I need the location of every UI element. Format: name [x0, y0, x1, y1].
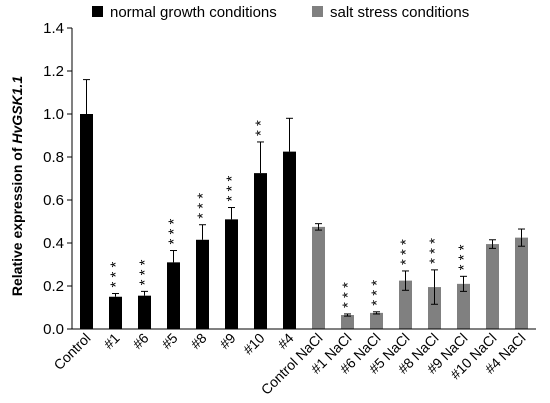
legend-label-1: normal growth conditions — [110, 4, 277, 21]
significance-label-6: * * * — [224, 176, 241, 202]
x-tick-label-6: #9 — [216, 330, 238, 352]
x-tick-label-8: #4 — [274, 330, 296, 352]
y-tick-label: 1.0 — [43, 106, 64, 123]
significance-label-11: * * * — [369, 280, 386, 306]
y-tick-label: 0.6 — [43, 192, 64, 209]
bars-group: * * * * * * * * * * * * * * * * * * * * * * * * … — [80, 79, 528, 329]
legend-swatch-1 — [92, 6, 103, 17]
bar-9 — [312, 226, 325, 329]
bar-12 — [399, 280, 412, 329]
bar-1 — [80, 114, 93, 329]
significance-label-4: * * * — [166, 219, 183, 245]
y-tick-label: 0.0 — [43, 321, 64, 338]
y-tick-label: 0.4 — [43, 235, 64, 252]
bar-15 — [486, 244, 499, 329]
bar-16 — [515, 237, 528, 329]
y-tick-label: 0.2 — [43, 278, 64, 295]
x-tick-label-4: #5 — [158, 330, 180, 352]
legend-swatch-2 — [312, 6, 323, 17]
bar-10 — [341, 315, 354, 329]
x-tick-label-3: #6 — [129, 330, 151, 352]
y-tick-label: 1.4 — [43, 20, 64, 37]
significance-label-14: * * * — [456, 244, 473, 270]
significance-label-5: * * * — [195, 193, 212, 219]
y-tick-label: 1.2 — [43, 63, 64, 80]
y-tick-label: 0.8 — [43, 149, 64, 166]
y-axis-label-prefix: Relative expression of — [9, 144, 25, 297]
bar-2 — [109, 296, 122, 329]
legend-label-2: salt stress conditions — [330, 4, 469, 21]
bar-11 — [370, 312, 383, 329]
bar-5 — [196, 239, 209, 329]
legend: normal growth conditions salt stress cond… — [92, 4, 469, 21]
y-axis-label-gene: HvGSK1.1 — [9, 76, 25, 144]
bar-8 — [283, 151, 296, 329]
significance-label-10: * * * — [340, 282, 357, 308]
significance-label-7: * * — [253, 120, 270, 136]
bar-14 — [457, 283, 470, 329]
bar-7 — [254, 173, 267, 329]
significance-label-13: * * * — [427, 238, 444, 264]
bar-4 — [167, 262, 180, 329]
x-tick-label-5: #8 — [187, 330, 209, 352]
significance-label-12: * * * — [398, 239, 415, 265]
y-axis-label: Relative expression of HvGSK1.1 — [9, 76, 25, 296]
significance-label-3: * * * — [137, 259, 154, 285]
x-tick-label-7: #10 — [240, 330, 268, 358]
bar-13 — [428, 287, 441, 329]
x-tick-label-2: #1 — [100, 330, 122, 352]
bar-3 — [138, 295, 151, 329]
bar-6 — [225, 219, 238, 329]
y-axis: 0.0 0.2 0.4 0.6 0.8 1.0 1.2 1.4 — [43, 20, 73, 338]
significance-label-2: * * * — [108, 262, 125, 288]
